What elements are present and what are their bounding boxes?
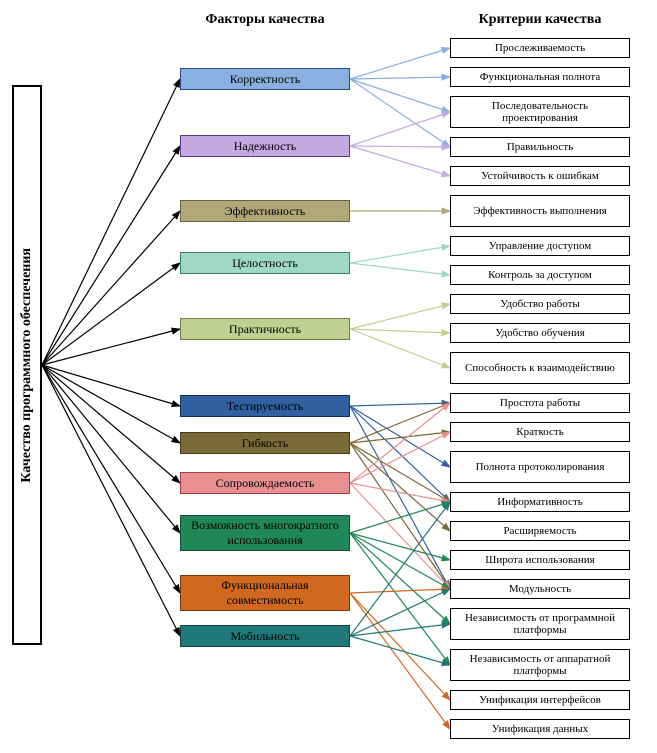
edge-f1-c4 [350, 146, 450, 176]
edge-f6-c17 [350, 443, 450, 589]
edge-root-f3 [42, 263, 180, 365]
criterion-c6: Управление доступом [450, 236, 630, 256]
edge-f8-c18 [350, 533, 450, 624]
edge-f10-c14 [350, 502, 450, 636]
factor-f5: Тестируемость [180, 395, 350, 417]
edge-root-f5 [42, 365, 180, 406]
edge-f1-c3 [350, 146, 450, 147]
criterion-c1: Функциональная полнота [450, 67, 630, 87]
edge-f0-c1 [350, 77, 450, 79]
edge-f5-c13 [350, 406, 450, 467]
edge-f4-c9 [350, 329, 450, 333]
edge-f7-c12 [350, 432, 450, 483]
factor-f0: Корректность [180, 68, 350, 90]
factor-f3: Целостность [180, 252, 350, 274]
factors-header: Факторы качества [180, 12, 350, 28]
criterion-c8: Удобство работы [450, 294, 630, 314]
criterion-c15: Расширяемость [450, 521, 630, 541]
edge-f7-c14 [350, 483, 450, 502]
edge-f10-c17 [350, 589, 450, 636]
factor-f7: Сопровождаемость [180, 472, 350, 494]
criterion-c3: Правильность [450, 137, 630, 157]
edge-f6-c11 [350, 403, 450, 443]
criterion-c0: Прослеживаемость [450, 38, 630, 58]
criterion-c20: Унификация интерфейсов [450, 690, 630, 710]
edge-root-f0 [42, 79, 180, 365]
edge-f10-c19 [350, 636, 450, 665]
edge-f8-c17 [350, 533, 450, 589]
root-quality-box: Качество программного обеспечения [12, 85, 42, 645]
edge-f0-c0 [350, 48, 450, 79]
edge-root-f6 [42, 365, 180, 443]
edge-root-f7 [42, 365, 180, 483]
edge-f0-c2 [350, 79, 450, 112]
edge-f6-c14 [350, 443, 450, 502]
edge-f8-c19 [350, 533, 450, 665]
factor-f6: Гибкость [180, 432, 350, 454]
criterion-c5: Эффективность выполнения [450, 195, 630, 227]
edge-f9-c20 [350, 593, 450, 700]
factor-f9: Функциональная совместимость [180, 575, 350, 611]
criterion-c9: Удобство обучения [450, 323, 630, 343]
edge-f0-c3 [350, 79, 450, 147]
criterion-c19: Независимость от аппаратной платформы [450, 649, 630, 681]
criterion-c18: Независимость от программной платформы [450, 608, 630, 640]
edge-root-f10 [42, 365, 180, 636]
criterion-c11: Простота работы [450, 393, 630, 413]
edge-f3-c7 [350, 263, 450, 275]
edge-f5-c11 [350, 403, 450, 406]
edge-f9-c17 [350, 589, 450, 593]
edge-f7-c17 [350, 483, 450, 589]
criterion-c10: Способность к взаимодействию [450, 352, 630, 384]
edge-f6-c12 [350, 432, 450, 443]
edge-f4-c10 [350, 329, 450, 368]
criterion-c4: Устойчивость к ошибкам [450, 166, 630, 186]
edge-f8-c14 [350, 502, 450, 533]
edge-f3-c6 [350, 246, 450, 263]
criterion-c12: Краткость [450, 422, 630, 442]
edge-f9-c21 [350, 593, 450, 729]
edge-f10-c18 [350, 624, 450, 636]
criterion-c16: Широта использования [450, 550, 630, 570]
criteria-header: Критерии качества [450, 12, 630, 28]
edge-f5-c17 [350, 406, 450, 589]
edge-root-f2 [42, 211, 180, 365]
factor-f10: Мобильность [180, 625, 350, 647]
criterion-c2: Последовательность проектирования [450, 96, 630, 128]
criterion-c21: Унификация данных [450, 719, 630, 739]
edge-f7-c11 [350, 403, 450, 483]
edge-f4-c8 [350, 304, 450, 329]
criterion-c13: Полнота протоколирования [450, 451, 630, 483]
factor-f1: Надежность [180, 135, 350, 157]
criterion-c14: Информативность [450, 492, 630, 512]
factor-f8: Возможность многократного использования [180, 515, 350, 551]
edge-f6-c15 [350, 443, 450, 531]
criterion-c17: Модульность [450, 579, 630, 599]
factor-f4: Практичность [180, 318, 350, 340]
edge-f1-c2 [350, 112, 450, 146]
edge-root-f4 [42, 329, 180, 365]
edge-f8-c16 [350, 533, 450, 560]
root-quality-label: Качество программного обеспечения [19, 248, 35, 483]
criterion-c7: Контроль за доступом [450, 265, 630, 285]
factor-f2: Эффективность [180, 200, 350, 222]
edge-root-f8 [42, 365, 180, 533]
edge-f5-c14 [350, 406, 450, 502]
edge-root-f1 [42, 146, 180, 365]
edge-root-f9 [42, 365, 180, 593]
